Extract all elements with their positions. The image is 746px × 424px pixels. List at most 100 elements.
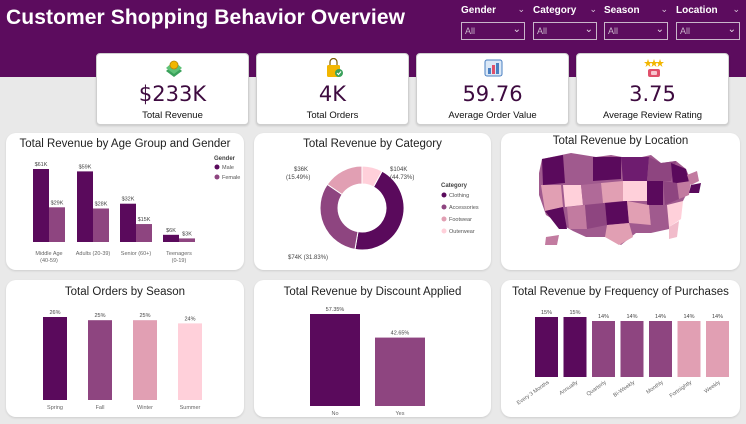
data-label: 14%: [626, 314, 637, 320]
chevron-down-icon[interactable]: ⌄: [660, 4, 668, 14]
kpi-total-orders: 4K Total Orders: [256, 53, 409, 125]
bar[interactable]: [178, 323, 202, 400]
legend-dot[interactable]: [441, 228, 447, 234]
donut-slice[interactable]: [361, 165, 383, 188]
filter-gender[interactable]: Gender ⌄ All ⌄: [461, 4, 525, 40]
data-label: 25%: [139, 313, 150, 319]
bar[interactable]: [133, 320, 157, 400]
legend-label: Male: [222, 165, 234, 171]
bar-male[interactable]: [120, 203, 136, 242]
bar[interactable]: [677, 321, 701, 377]
bar[interactable]: [620, 321, 644, 377]
frequency-bar-chart[interactable]: 15% Every 3 Months 15% Annually 14% Quarterly…: [501, 280, 740, 417]
bar-male[interactable]: [33, 169, 49, 242]
us-states[interactable]: [539, 153, 701, 245]
dropdown-arrow-icon[interactable]: ⌄: [727, 24, 736, 35]
data-label: $6K: [166, 228, 176, 234]
tick-label: (0-19): [172, 258, 187, 264]
filter-select[interactable]: All ⌄: [676, 22, 740, 40]
bar-female[interactable]: [136, 224, 152, 242]
data-label: (44.73%): [390, 175, 414, 181]
money-stack-icon: [166, 60, 182, 77]
kpi-label: Total Orders: [306, 110, 359, 121]
filter-select[interactable]: All ⌄: [604, 22, 668, 40]
legend-dot[interactable]: [214, 164, 220, 170]
filter-label: Season: [604, 5, 640, 16]
card-title: Total Revenue by Location: [552, 135, 689, 147]
filter-season[interactable]: Season ⌄ All ⌄: [604, 4, 668, 40]
bar[interactable]: [88, 320, 112, 400]
filter-location[interactable]: Location ⌄ All ⌄: [676, 4, 740, 40]
card-title: Total Revenue by Category: [303, 138, 442, 150]
tick-label: Monthly: [645, 380, 664, 396]
chevron-down-icon[interactable]: ⌄: [732, 4, 740, 14]
filter-select[interactable]: All ⌄: [461, 22, 525, 40]
chevron-down-icon[interactable]: ⌄: [589, 4, 597, 14]
bar[interactable]: [43, 317, 67, 400]
bar[interactable]: [310, 314, 360, 406]
tick-label: Yes: [396, 411, 405, 417]
filter-value: All: [537, 26, 548, 36]
bar-male[interactable]: [77, 171, 93, 242]
legend-title: Gender: [214, 156, 236, 162]
bar-female[interactable]: [93, 208, 109, 242]
kpi-label: Total Revenue: [142, 110, 203, 121]
donut-slice[interactable]: [354, 170, 405, 251]
legend-label: Outerwear: [449, 229, 475, 235]
bar[interactable]: [592, 321, 615, 377]
dropdown-arrow-icon[interactable]: ⌄: [655, 24, 664, 35]
card-title: Total Revenue by Age Group and Gender: [19, 138, 231, 150]
discount-bar-chart[interactable]: 57.35% No 42.65% Yes: [254, 280, 491, 417]
bar[interactable]: [649, 321, 672, 377]
donut-slice[interactable]: [319, 183, 359, 250]
kpi-value: 59.76: [462, 82, 523, 106]
chevron-down-icon[interactable]: ⌄: [517, 4, 525, 14]
filter-value: All: [465, 26, 476, 36]
star-rating-icon: [644, 59, 664, 77]
bar[interactable]: [375, 337, 425, 406]
data-label: 42.65%: [391, 331, 410, 337]
filter-select[interactable]: All ⌄: [533, 22, 597, 40]
bar-male[interactable]: [163, 234, 179, 242]
data-label: 14%: [712, 314, 723, 320]
age-gender-chart[interactable]: $61K $29K Middle Age(40-59) $59K $28K Adults …: [6, 133, 244, 270]
kpi-average-order-value: 59.76 Average Order Value: [416, 53, 569, 125]
filter-category[interactable]: Category ⌄ All ⌄: [533, 4, 597, 40]
tick-label: Fortnightly: [669, 380, 694, 400]
us-map[interactable]: [501, 133, 740, 270]
data-label: $74K (31.83%): [288, 255, 328, 261]
filter-label: Category: [533, 5, 577, 16]
card-title: Total Revenue by Discount Applied: [283, 286, 462, 298]
legend-label: Accessories: [449, 205, 479, 211]
category-donut-chart[interactable]: $104K (44.73%) $36K (15.49%) $74K (31.83%) Ca…: [254, 133, 491, 270]
tick-label: Summer: [180, 405, 201, 411]
legend-label: Female: [222, 175, 240, 181]
dropdown-arrow-icon[interactable]: ⌄: [512, 24, 521, 35]
data-label: 14%: [683, 314, 694, 320]
discount-chart-card: Total Revenue by Discount Applied 57.35%…: [254, 280, 491, 417]
bar[interactable]: [535, 317, 558, 377]
bar-female[interactable]: [49, 207, 65, 242]
season-bar-chart[interactable]: 26% Spring 25% Fall 25% Winter 24% Summer: [6, 280, 244, 417]
legend-dot[interactable]: [441, 204, 447, 210]
kpi-label: Average Review Rating: [602, 110, 703, 121]
kpi-value: 3.75: [629, 82, 676, 106]
page-title: Customer Shopping Behavior Overview: [6, 6, 406, 29]
legend-dot[interactable]: [214, 174, 220, 180]
legend-dot[interactable]: [441, 216, 447, 222]
data-label: (15.49%): [286, 175, 310, 181]
bar[interactable]: [563, 317, 587, 377]
legend-dot[interactable]: [441, 192, 447, 198]
dropdown-arrow-icon[interactable]: ⌄: [584, 24, 593, 35]
kpi-value: $233K: [138, 82, 207, 106]
bar-female[interactable]: [179, 238, 195, 242]
data-label: $15K: [138, 217, 151, 223]
tick-label: Winter: [137, 405, 153, 411]
bar[interactable]: [706, 321, 729, 377]
season-chart-card: Total Orders by Season 26% Spring 25% Fall 2…: [6, 280, 244, 417]
data-label: 15%: [569, 310, 580, 316]
data-label: $61K: [35, 162, 48, 168]
category-chart-card: Total Revenue by Category $104K (44.73%) $…: [254, 133, 491, 270]
tick-label: Middle Age: [35, 251, 62, 257]
bar-chart-icon: [484, 59, 503, 77]
